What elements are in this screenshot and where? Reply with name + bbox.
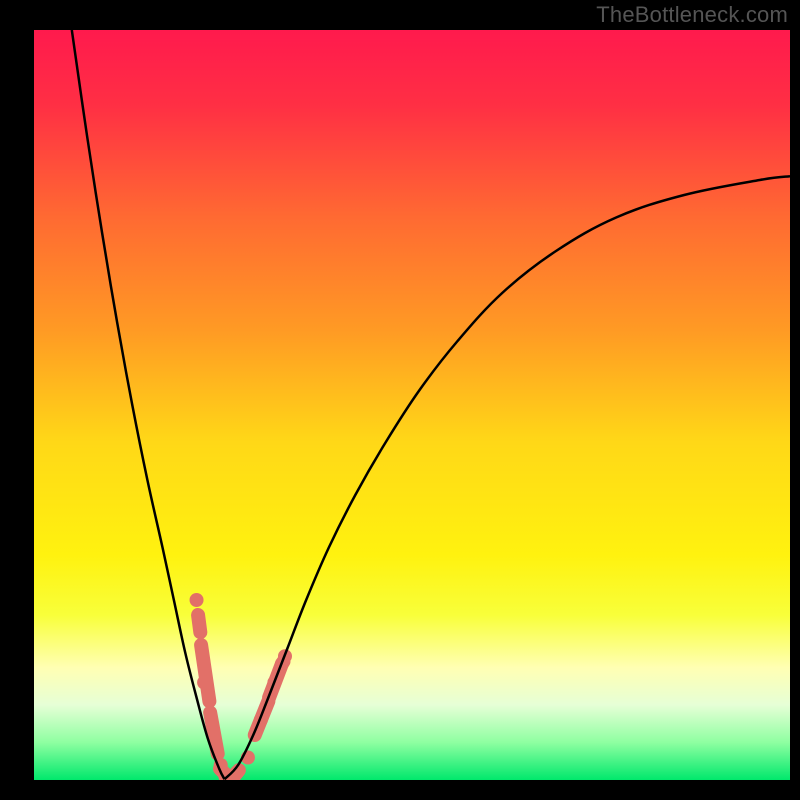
bottleneck-chart bbox=[0, 0, 800, 800]
plot-background bbox=[34, 30, 790, 780]
highlight-segment bbox=[198, 615, 200, 632]
watermark-text: TheBottleneck.com bbox=[596, 2, 788, 28]
highlight-dot bbox=[190, 593, 204, 607]
highlight-dot bbox=[197, 676, 211, 690]
chart-stage: TheBottleneck.com bbox=[0, 0, 800, 800]
highlight-segment bbox=[201, 645, 209, 701]
